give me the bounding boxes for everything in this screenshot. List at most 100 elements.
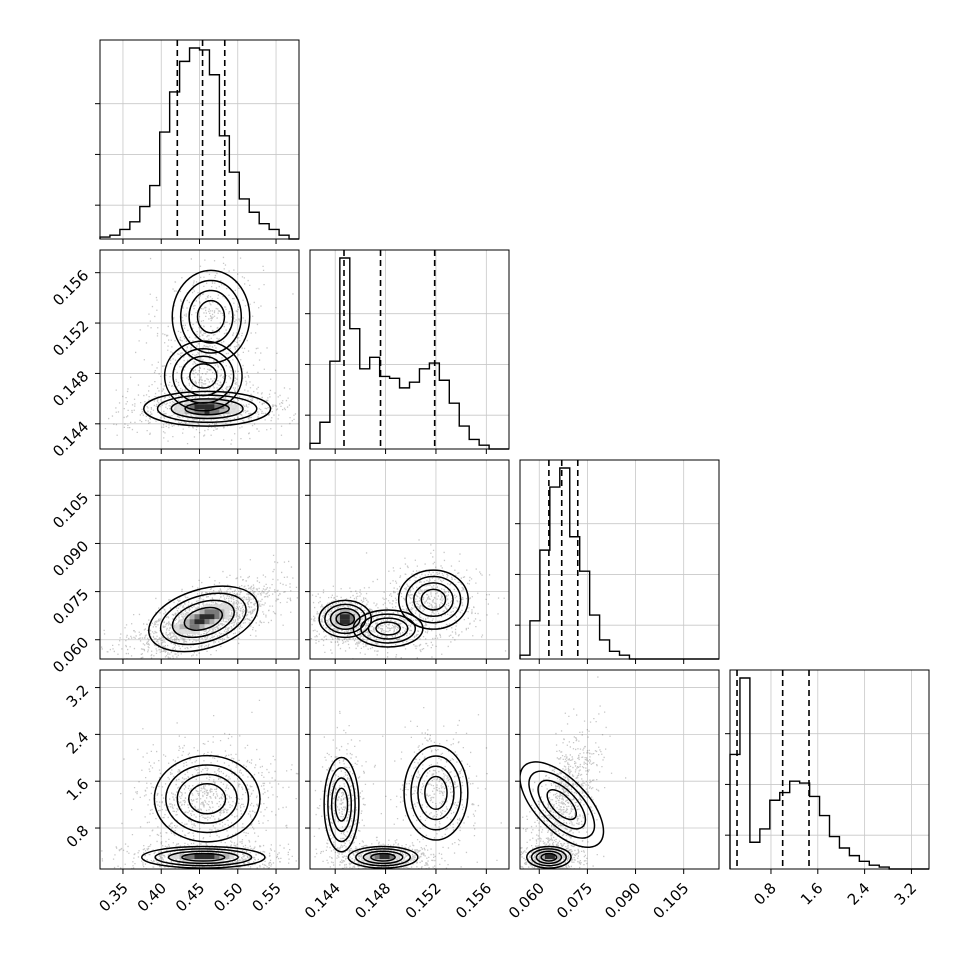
panel-frame	[99, 669, 300, 870]
contour-line	[410, 755, 462, 831]
contour-line	[528, 770, 596, 839]
contour-line	[159, 592, 247, 646]
x-tick-label: 0.156	[452, 879, 495, 922]
panel-content	[520, 676, 627, 869]
contour-line	[370, 852, 396, 862]
histogram-step	[99, 47, 299, 240]
contour-line	[167, 850, 239, 865]
panel-2-0	[95, 459, 300, 664]
y-tick-label: 0.105	[49, 489, 92, 532]
contour-line	[189, 363, 218, 389]
panel-1-0	[95, 249, 300, 454]
contour-line	[324, 603, 367, 635]
contour-line	[424, 775, 448, 811]
x-tick-label: 0.50	[210, 879, 246, 915]
panel-frame	[309, 249, 510, 450]
panel-frame	[729, 669, 930, 870]
histogram-step	[519, 467, 719, 660]
contour-line	[360, 613, 417, 644]
contour-line	[535, 850, 563, 865]
contour-line	[546, 789, 578, 821]
contour-line	[148, 585, 259, 653]
contour-line	[327, 766, 356, 843]
contour-line	[188, 783, 227, 815]
panel-frame	[309, 669, 510, 870]
contour-line	[163, 340, 243, 412]
panel-2-2	[515, 459, 720, 664]
y-tick-label: 0.075	[49, 585, 92, 628]
contour-line	[143, 390, 272, 427]
y-tick-label: 1.6	[63, 775, 93, 805]
panel-frame	[99, 39, 300, 240]
x-tick-label: 0.40	[134, 879, 170, 915]
density-cells	[194, 404, 215, 415]
contour-line	[420, 588, 447, 611]
contour-line	[154, 848, 253, 867]
panel-content	[313, 707, 502, 869]
contour-line	[347, 845, 419, 869]
y-tick-label: 0.148	[49, 367, 92, 410]
panel-frame	[519, 669, 720, 870]
contour-line	[196, 299, 226, 334]
x-tick-label: 0.8	[750, 879, 780, 909]
contour-line	[367, 617, 409, 640]
contour-line	[171, 269, 251, 364]
density-cells	[194, 854, 215, 860]
density-cells	[379, 854, 390, 860]
contour-line	[176, 773, 238, 824]
density-cells	[194, 614, 215, 625]
contour-line	[375, 621, 401, 636]
histogram-step	[729, 677, 929, 870]
histogram-step	[309, 257, 509, 450]
panel-frame	[99, 459, 300, 660]
panel-3-1	[305, 669, 510, 874]
density-cells	[339, 614, 350, 625]
contour-line	[171, 599, 235, 639]
panel-content	[310, 539, 507, 659]
panel-3-3	[725, 669, 930, 874]
y-tick-label: 2.4	[63, 728, 93, 758]
contour-line	[318, 599, 373, 639]
contour-line	[335, 611, 356, 627]
panel-frame	[99, 249, 300, 450]
contour-line	[413, 582, 454, 618]
contour-line	[179, 279, 243, 354]
panel-3-2	[515, 669, 720, 874]
contour-line	[181, 852, 226, 862]
scatter-points	[520, 676, 627, 869]
x-tick-label: 3.2	[891, 879, 921, 909]
contour-line	[334, 787, 349, 822]
contour-line	[520, 761, 605, 849]
contour-line	[537, 779, 587, 830]
x-tick-label: 0.152	[402, 879, 445, 922]
contour-line	[165, 764, 250, 834]
panel-2-1	[305, 459, 510, 664]
contour-line	[417, 765, 455, 821]
panel-frame	[309, 459, 510, 660]
panel-frame	[519, 459, 720, 660]
x-tick-label: 0.105	[649, 879, 692, 922]
x-tick-label: 1.6	[797, 879, 827, 909]
contour-line	[156, 394, 258, 424]
y-tick-label: 0.8	[63, 822, 93, 852]
x-tick-label: 0.148	[351, 879, 394, 922]
contour-line	[397, 569, 469, 630]
contour-line	[140, 845, 266, 869]
y-tick-label: 0.060	[49, 633, 92, 676]
x-tick-label: 2.4	[844, 879, 874, 909]
contour-line	[362, 850, 404, 865]
panel-3-0	[95, 669, 300, 874]
x-tick-label: 0.45	[172, 879, 208, 915]
contour-line	[183, 606, 224, 631]
x-tick-label: 0.144	[301, 879, 344, 922]
contour-line	[405, 575, 462, 624]
x-tick-label: 0.060	[505, 879, 548, 922]
contour-line	[525, 845, 572, 869]
contour-line	[355, 848, 412, 867]
contour-line	[352, 609, 424, 648]
contour-line	[153, 754, 261, 843]
panel-content	[100, 256, 297, 445]
x-tick-label: 0.55	[249, 879, 285, 915]
contour-line	[323, 756, 360, 853]
